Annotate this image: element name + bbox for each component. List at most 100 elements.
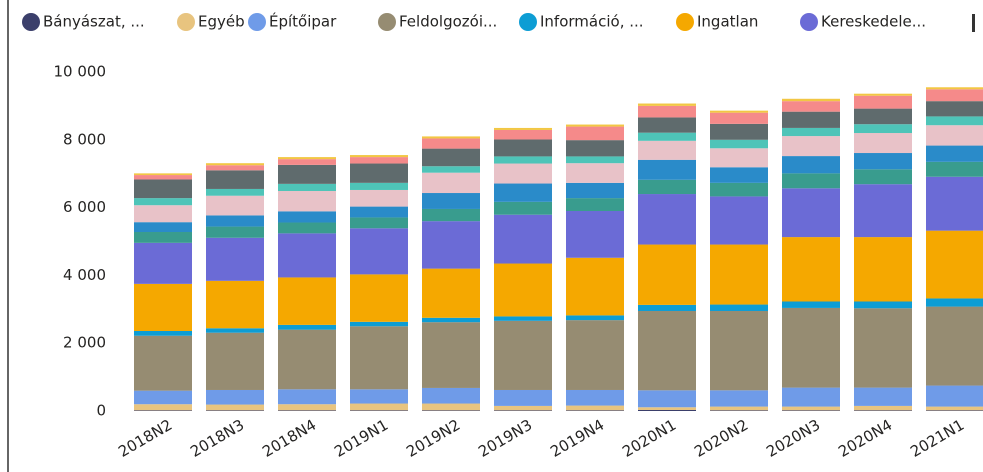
y-tick-label: 10 000 [54,63,107,81]
bar-segment [494,127,552,130]
bar-segment [494,129,552,140]
bar-segment [926,306,983,386]
bar-segment [782,406,840,411]
legend-marker [676,13,694,31]
bar-segment [638,117,696,133]
bar-segment [278,157,336,160]
bar-segment [566,156,624,164]
bar-segment [278,410,336,411]
bar-segment [638,310,696,391]
bar-segment [422,208,480,222]
bar-segment [206,328,264,333]
bar-segment [566,257,624,316]
bar-segment [854,95,912,109]
bar-segment [638,390,696,408]
legend-overflow-marker [972,14,975,32]
bar-segment [782,387,840,407]
bar-segment [782,136,840,157]
bar-segment [422,166,480,173]
bar-segment [422,136,480,139]
bar-segment [278,329,336,390]
bar-segment [278,233,336,278]
bar-segment [134,330,192,336]
bar-segment [134,232,192,243]
bar-segment [206,165,264,171]
bar-segment [638,179,696,195]
bar-segment [422,193,480,209]
bar-segment [278,190,336,212]
bar-segment [494,320,552,390]
y-tick-label: 4 000 [63,266,106,284]
bar-segment [422,138,480,149]
bar-segment [206,237,264,281]
bar-segment [782,111,840,128]
x-tick-label: 2019N1 [331,416,391,461]
bar-segment [422,172,480,194]
bar-segment [350,163,408,183]
legend-label: Információ, ... [540,13,644,31]
bar-segment [134,242,192,284]
bar-segment [422,221,480,269]
y-tick-label: 2 000 [63,334,106,352]
bar-segment [638,105,696,118]
bar-segment [710,390,768,407]
bar-segment [710,110,768,113]
bar-segment [638,407,696,410]
bar-segment [638,103,696,106]
x-tick-label: 2019N2 [403,416,463,461]
bar-segment [422,403,480,411]
bar-segment [854,308,912,388]
bar-segment [638,132,696,141]
bar-segment [782,101,840,112]
bar-segment [782,301,840,308]
bar-segment [350,182,408,190]
bar-segment [134,175,192,180]
bar-segment [926,406,983,411]
legend-label: Ingatlan [697,13,758,31]
bar-segment [710,112,768,124]
legend-label: Bányászat, ... [43,13,145,31]
bar-segment [350,206,408,218]
bar-segment [638,159,696,180]
bar-segment [854,153,912,170]
bar-segment [566,320,624,390]
bar-segment [710,139,768,149]
legend-marker [22,13,40,31]
x-tick-label: 2018N4 [259,416,319,461]
bar-segment [854,169,912,185]
bar-segment [278,277,336,325]
bar-segment [494,156,552,164]
bar-segment [494,316,552,321]
bar-segment [206,215,264,227]
x-tick-label: 2020N2 [691,416,751,461]
x-tick-label: 2019N4 [547,416,607,461]
y-tick-label: 8 000 [63,130,106,148]
bar-segment [206,188,264,196]
bar-segment [350,155,408,158]
bar-segment [710,148,768,168]
bar-segment [926,230,983,299]
bar-segment [926,89,983,102]
bar-segment [638,244,696,305]
bar-segment [566,124,624,127]
bar-segment [710,167,768,183]
bar-segment [926,101,983,117]
bar-segment [134,198,192,206]
bar-segment [422,410,480,411]
bar-segment [206,163,264,166]
bar-segment [494,263,552,317]
bar-segment [350,274,408,322]
bar-segment [710,196,768,245]
bar-segment [926,385,983,407]
bar-segment [494,163,552,184]
bar-segment [350,326,408,390]
bar-segment [134,404,192,411]
bar-segment [638,140,696,160]
bar-segment [350,403,408,411]
bar-segment [494,139,552,157]
bar-segment [350,217,408,229]
bar-segment [206,389,264,405]
bar-segment [278,164,336,184]
bar-segment [422,322,480,388]
